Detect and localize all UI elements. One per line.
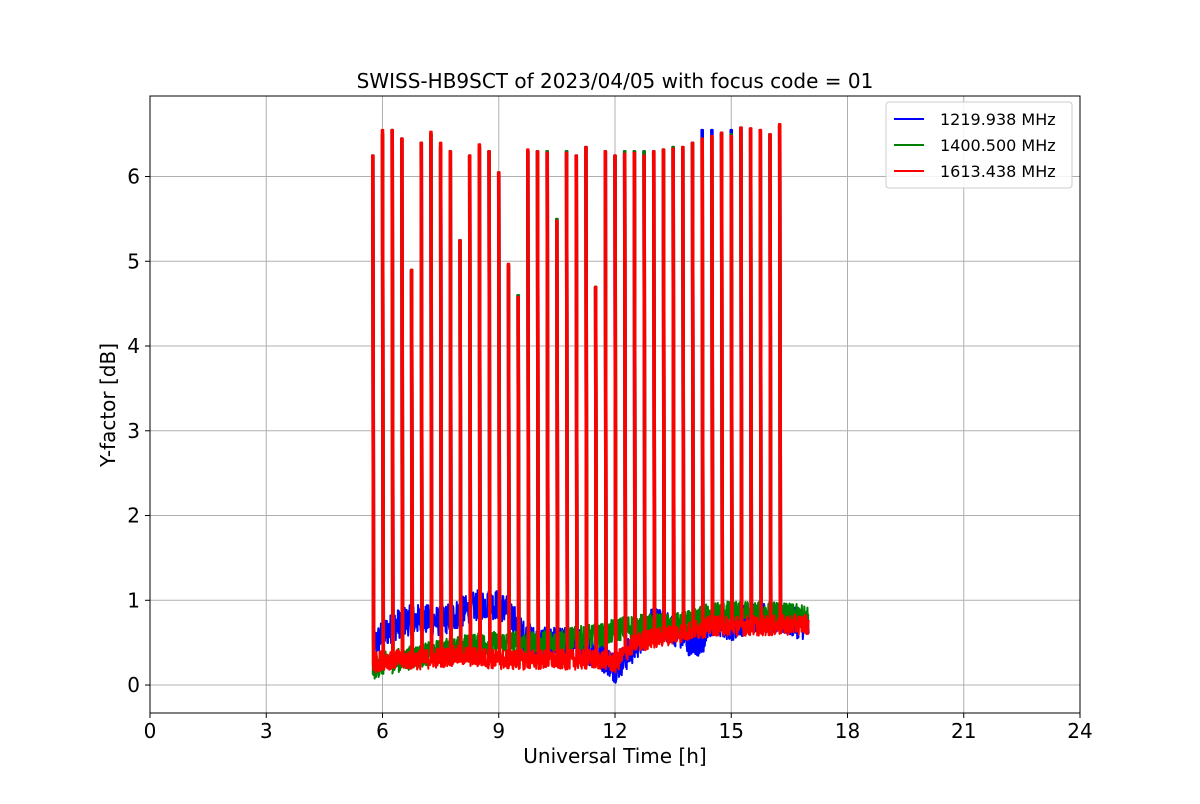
x-tick-label: 9 [492,719,505,743]
legend-label: 1219.938 MHz [940,110,1056,129]
x-axis-label: Universal Time [h] [523,744,706,768]
x-tick-label: 15 [719,719,744,743]
y-axis-label: Y-factor [dB] [96,343,120,468]
x-tick-label: 6 [376,719,389,743]
legend: 1219.938 MHz 1400.500 MHz 1613.438 MHz [885,101,1073,189]
y-tick-label: 3 [127,419,140,443]
x-tick-label: 18 [835,719,860,743]
y-tick-label: 4 [127,334,140,358]
y-tick-label: 1 [127,588,140,612]
chart-title: SWISS-HB9SCT of 2023/04/05 with focus co… [357,69,874,93]
x-ticks: 0 3 6 9 12 15 18 21 24 [144,713,1093,743]
legend-box [885,101,1073,189]
x-tick-label: 24 [1067,719,1092,743]
y-tick-label: 2 [127,504,140,528]
x-tick-label: 21 [951,719,976,743]
x-tick-label: 12 [602,719,627,743]
x-tick-label: 0 [144,719,157,743]
series-line-3 [371,122,810,674]
y-tick-label: 5 [127,249,140,273]
y-tick-label: 6 [127,165,140,189]
y-tick-label: 0 [127,673,140,697]
series-lines [371,122,810,684]
x-tick-label: 3 [260,719,273,743]
legend-label: 1613.438 MHz [940,162,1056,181]
legend-label: 1400.500 MHz [940,136,1056,155]
y-ticks: 0 1 2 3 4 5 6 [127,165,150,697]
